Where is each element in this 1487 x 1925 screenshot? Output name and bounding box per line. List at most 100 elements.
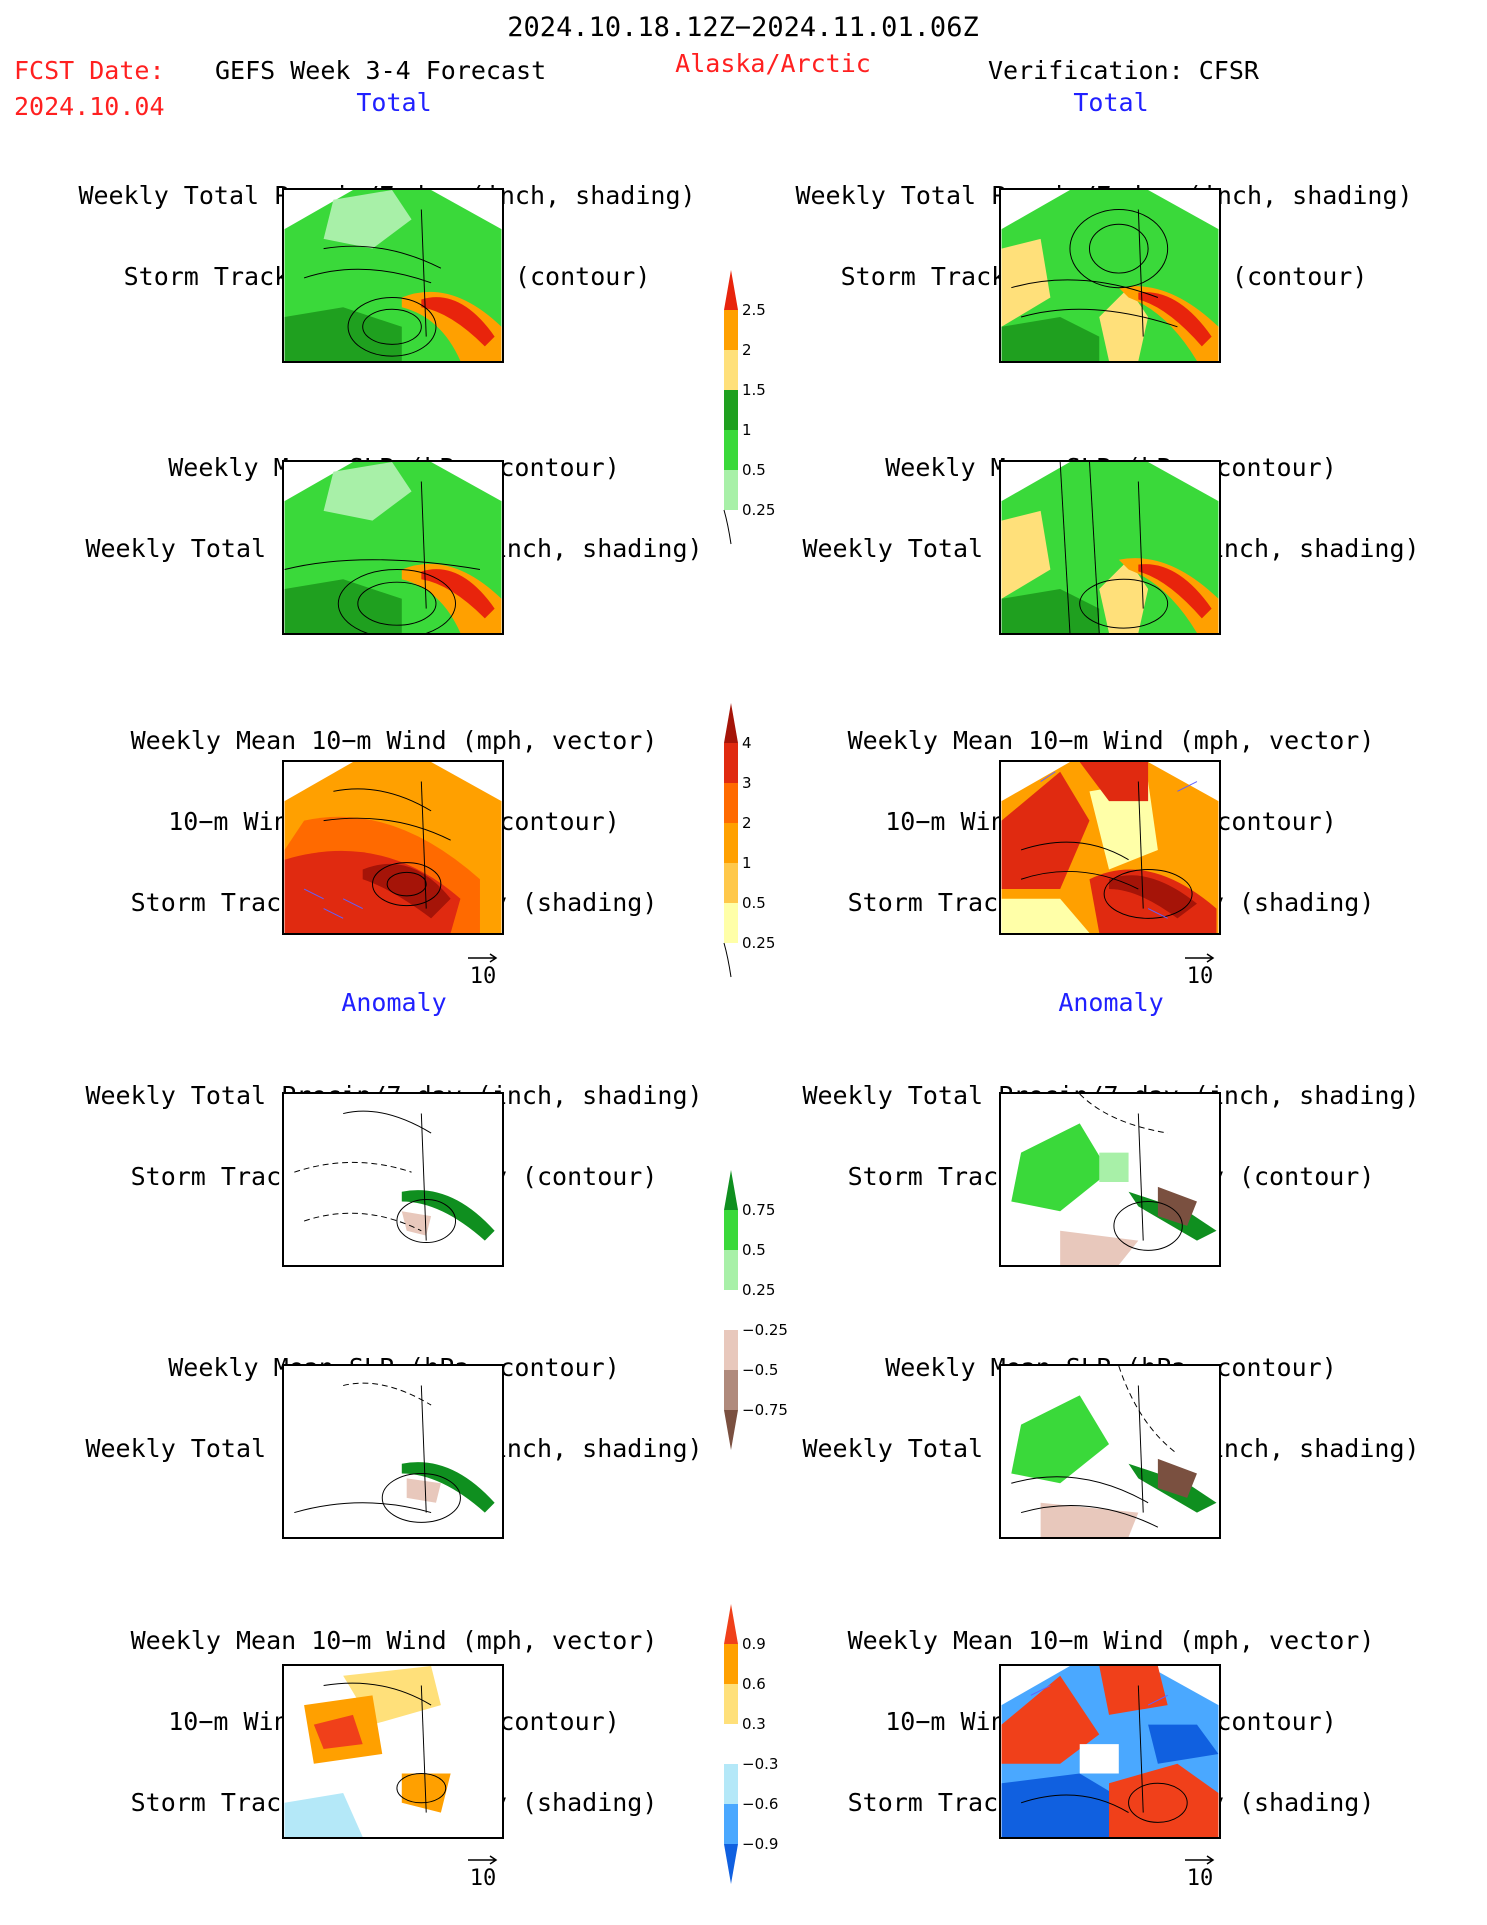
colorbar-top-triangle — [724, 703, 738, 743]
slp-anom-map-icon — [294, 1382, 495, 1523]
colorbar-track-anom: 0.9 0.6 0.3 −0.3 −0.6 −0.9 — [720, 1604, 800, 1894]
colorbar-segment — [724, 470, 738, 510]
colorbar-segment — [724, 1210, 738, 1250]
colorbar-tick-label: 0.25 — [742, 501, 775, 519]
wind-total-map-icon — [284, 762, 502, 933]
colorbar-tick-label: 0.25 — [742, 1281, 775, 1299]
period-title: 2024.10.18.12Z−2024.11.01.06Z — [507, 12, 979, 43]
colorbar-tick-label: 0.6 — [742, 1675, 766, 1693]
colorbar-tick-label: −0.25 — [742, 1321, 788, 1339]
section-total-right: Total — [1073, 88, 1149, 117]
colorbar-tick-label: −0.9 — [742, 1835, 778, 1853]
slp-anom-gefs-map — [282, 1364, 504, 1539]
forecast-name: GEFS Week 3-4 Forecast — [215, 56, 547, 85]
precip-total-map-icon — [1001, 190, 1219, 361]
wind-anom-map-icon — [284, 1666, 451, 1837]
arrow-right-icon — [468, 953, 498, 963]
colorbar-segment — [724, 350, 738, 390]
colorbar-tick-label: −0.75 — [742, 1401, 788, 1419]
slp-total-map-icon — [1001, 462, 1219, 633]
section-total-left: Total — [356, 88, 432, 117]
colorbar-segment — [724, 903, 738, 943]
colorbar-segment — [724, 823, 738, 863]
colorbar-segment — [724, 1290, 738, 1330]
wind-anom-map-icon — [1001, 1666, 1219, 1837]
wind-anom-gefs-map — [282, 1664, 504, 1839]
colorbar-tick-label: 0.5 — [742, 894, 766, 912]
colorbar-tick-label: 1 — [742, 854, 752, 872]
slp-total-map-icon — [284, 462, 502, 633]
colorbar-tick-label: 2 — [742, 814, 752, 832]
arrow-right-icon — [1185, 1855, 1215, 1865]
colorbar-segment — [724, 1724, 738, 1764]
colorbar-precip-total: 2.5 2 1.5 1 0.5 0.25 — [720, 270, 800, 560]
colorbar-precip-anom: 0.75 0.5 0.25 −0.25 −0.5 −0.75 — [720, 1170, 800, 1460]
colorbar-tick-label: 0.3 — [742, 1715, 766, 1733]
fcst-date-label: FCST Date: — [14, 56, 165, 85]
colorbar-tick-label: 0.25 — [742, 934, 775, 952]
title-line: Weekly Mean 10−m Wind (mph, vector) — [130, 1626, 658, 1655]
colorbar-segment — [724, 430, 738, 470]
colorbar-tick-label: 3 — [742, 774, 752, 792]
vector-ref-total-cfsr: 10 — [1183, 950, 1217, 990]
slp-anom-map-icon — [1011, 1366, 1217, 1537]
colorbar-top-triangle — [724, 1604, 738, 1644]
vector-ref-total-gefs: 10 — [466, 950, 500, 990]
colorbar-precip-total-graphic: 2.5 2 1.5 1 0.5 0.25 — [723, 270, 775, 545]
colorbar-tail — [723, 942, 732, 978]
vector-ref-label: 10 — [469, 1866, 497, 1891]
region-label: Alaska/Arctic — [675, 49, 871, 78]
colorbar-track-total-graphic: 4 3 2 1 0.5 0.25 — [723, 703, 775, 978]
colorbar-tick-label: 2 — [742, 341, 752, 359]
slp-total-gefs-map — [282, 460, 504, 635]
colorbar-segment — [724, 1764, 738, 1804]
vector-ref-label: 10 — [469, 964, 497, 989]
colorbar-segment — [724, 1804, 738, 1844]
vector-ref-anom-cfsr: 10 — [1183, 1852, 1217, 1892]
slp-total-cfsr-map — [999, 460, 1221, 635]
colorbar-track-anom-graphic: 0.9 0.6 0.3 −0.3 −0.6 −0.9 — [724, 1604, 778, 1884]
wind-total-map-icon — [1001, 762, 1219, 933]
colorbar-segment — [724, 1684, 738, 1724]
vector-ref-anom-gefs: 10 — [466, 1852, 500, 1892]
wind-total-cfsr-map — [999, 760, 1221, 935]
colorbar-track-total: 4 3 2 1 0.5 0.25 — [720, 703, 800, 993]
colorbar-top-triangle — [724, 1170, 738, 1210]
vector-ref-label: 10 — [1186, 1866, 1214, 1891]
colorbar-segment — [724, 743, 738, 783]
wind-total-gefs-map — [282, 760, 504, 935]
arrow-right-icon — [1185, 953, 1215, 963]
colorbar-tail — [723, 509, 732, 545]
precip-total-gefs-map — [282, 188, 504, 363]
fcst-date-value: 2024.10.04 — [14, 92, 165, 121]
precip-anom-map-icon — [294, 1110, 495, 1244]
colorbar-segment — [724, 783, 738, 823]
title-line: Weekly Mean 10−m Wind (mph, vector) — [130, 726, 658, 755]
precip-anom-cfsr-map — [999, 1092, 1221, 1267]
precip-total-map-icon — [284, 190, 502, 361]
precip-total-cfsr-map — [999, 188, 1221, 363]
colorbar-tick-label: −0.5 — [742, 1361, 778, 1379]
precip-anom-map-icon — [1011, 1094, 1217, 1265]
colorbar-segment — [724, 1410, 738, 1450]
arrow-right-icon — [468, 1855, 498, 1865]
title-line: Weekly Mean 10−m Wind (mph, vector) — [847, 1626, 1375, 1655]
colorbar-tick-label: −0.3 — [742, 1755, 778, 1773]
colorbar-precip-anom-graphic: 0.75 0.5 0.25 −0.25 −0.5 −0.75 — [724, 1170, 788, 1450]
wind-anom-cfsr-map — [999, 1664, 1221, 1839]
colorbar-tick-label: 0.5 — [742, 1241, 766, 1259]
colorbar-segment — [724, 1330, 738, 1370]
colorbar-top-triangle — [724, 270, 738, 310]
section-anomaly-right: Anomaly — [1058, 988, 1164, 1017]
colorbar-segment — [724, 390, 738, 430]
colorbar-segment — [724, 310, 738, 350]
colorbar-segment — [724, 1644, 738, 1684]
colorbar-segment — [724, 1370, 738, 1410]
colorbar-tick-label: 0.5 — [742, 461, 766, 479]
colorbar-tick-label: 1 — [742, 421, 752, 439]
colorbar-tick-label: 1.5 — [742, 381, 766, 399]
title-line: Weekly Mean 10−m Wind (mph, vector) — [847, 726, 1375, 755]
precip-anom-gefs-map — [282, 1092, 504, 1267]
colorbar-segment — [724, 1844, 738, 1884]
colorbar-tick-label: 2.5 — [742, 301, 766, 319]
